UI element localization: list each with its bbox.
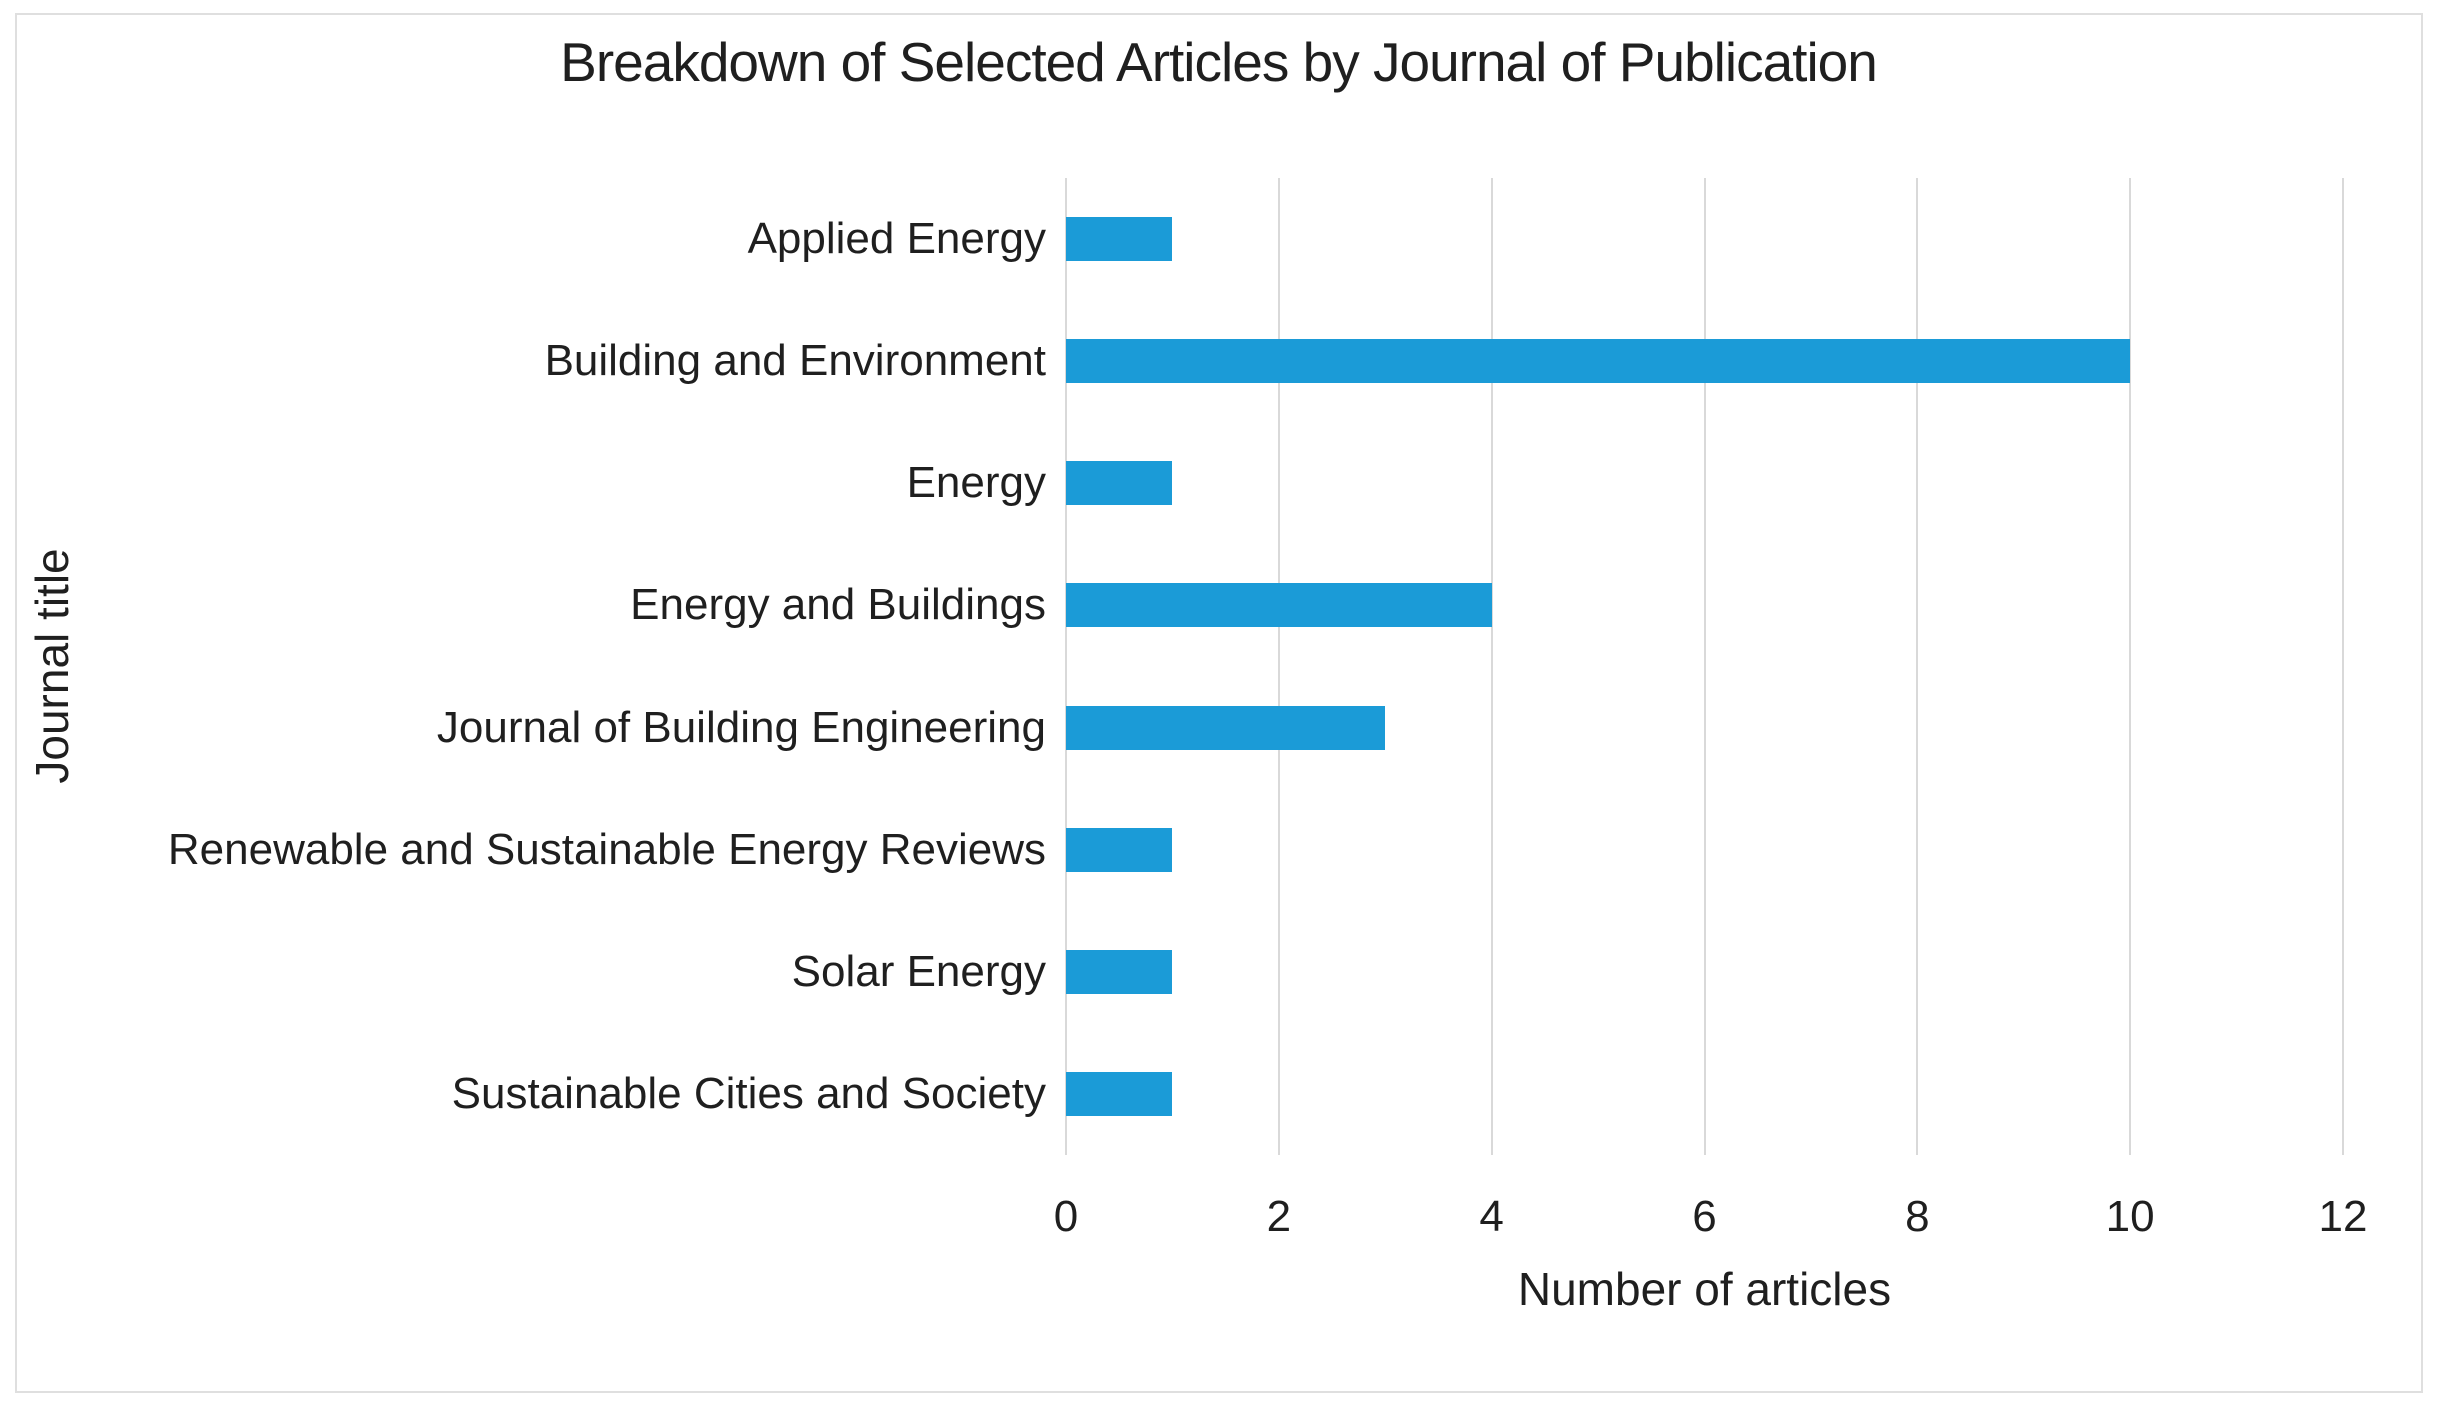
bar bbox=[1066, 1071, 1173, 1116]
category-label: Journal of Building Engineering bbox=[436, 702, 1046, 752]
gridline bbox=[2129, 178, 2132, 1155]
chart-title: Breakdown of Selected Articles by Journa… bbox=[560, 31, 1878, 93]
gridline bbox=[1277, 178, 1280, 1155]
x-tick-label: 8 bbox=[1905, 1192, 1930, 1241]
category-label: Applied Energy bbox=[747, 214, 1046, 264]
chart-border bbox=[15, 13, 2423, 1393]
gridline bbox=[1703, 178, 1706, 1155]
gridline bbox=[1065, 178, 1067, 1155]
gridline bbox=[2342, 178, 2344, 1155]
x-tick-label: 2 bbox=[1266, 1192, 1292, 1241]
x-tick-label: 12 bbox=[2318, 1192, 2368, 1241]
category-label: Renewable and Sustainable Energy Reviews bbox=[167, 824, 1046, 874]
gridline bbox=[1490, 178, 1493, 1155]
bar bbox=[1066, 827, 1173, 872]
gridline bbox=[1916, 178, 1919, 1155]
x-axis-title: Number of articles bbox=[1517, 1263, 1892, 1315]
plot-area bbox=[1065, 178, 2344, 1155]
category-label: Energy bbox=[906, 458, 1046, 508]
x-tick-label: 10 bbox=[2105, 1192, 2155, 1241]
category-label: Building and Environment bbox=[544, 336, 1046, 386]
category-label: Solar Energy bbox=[791, 946, 1046, 996]
bar bbox=[1066, 461, 1173, 506]
bar bbox=[1066, 949, 1173, 994]
category-label: Sustainable Cities and Society bbox=[451, 1068, 1046, 1118]
category-label: Energy and Buildings bbox=[630, 580, 1046, 630]
bar bbox=[1066, 339, 2131, 384]
bar bbox=[1066, 583, 1492, 628]
x-tick-label: 4 bbox=[1479, 1192, 1504, 1241]
bar bbox=[1066, 217, 1173, 262]
x-tick-label: 0 bbox=[1053, 1192, 1079, 1241]
bar bbox=[1066, 705, 1386, 750]
x-tick-label: 6 bbox=[1692, 1192, 1717, 1241]
